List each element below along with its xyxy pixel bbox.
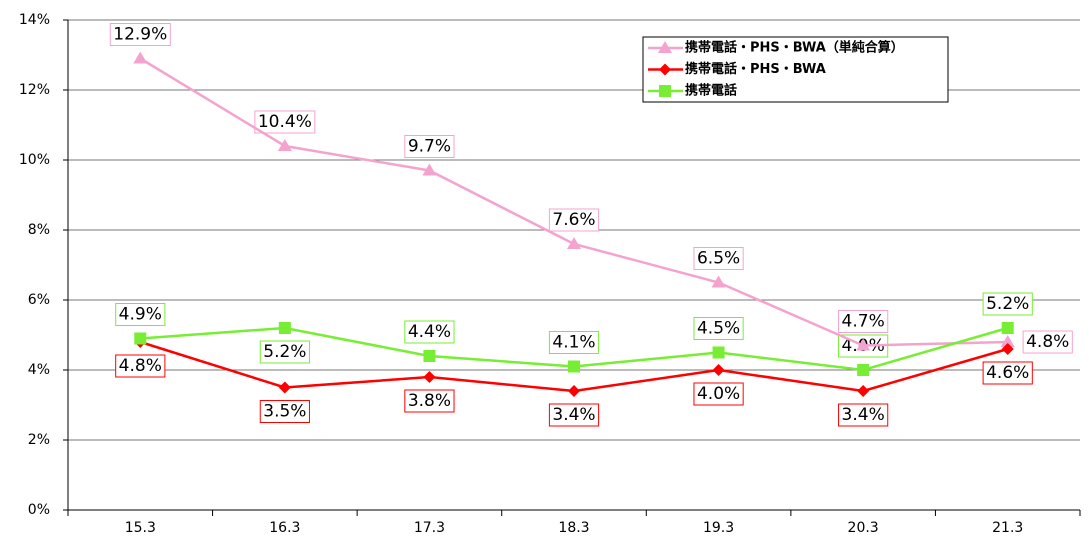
data-label-box [693, 247, 744, 270]
data-label: 12.9% [113, 25, 167, 45]
data-label: 6.5% [697, 249, 740, 269]
data-label-box [548, 331, 600, 354]
data-label: 4.6% [986, 363, 1029, 383]
legend-label: 携帯電話・PHS・BWA（単純合算） [685, 40, 904, 56]
data-label: 4.1% [552, 333, 595, 353]
x-tick-label: 19.3 [703, 520, 734, 536]
marker [568, 360, 580, 373]
data-label-box [982, 361, 1033, 385]
data-label: 4.8% [119, 356, 162, 376]
x-tick-label: 18.3 [558, 520, 589, 536]
x-tick-label: 16.3 [269, 520, 300, 536]
y-tick-label: 12% [19, 82, 50, 98]
marker [712, 364, 725, 376]
data-label: 4.5% [697, 319, 740, 339]
y-tick-label: 10% [19, 152, 50, 168]
marker [659, 63, 671, 76]
x-tick-label: 20.3 [848, 520, 879, 536]
data-label-box [693, 382, 744, 406]
marker [1001, 322, 1014, 334]
marker [857, 364, 870, 376]
marker [423, 371, 436, 383]
marker [857, 385, 870, 397]
data-label: 5.2% [263, 342, 306, 362]
marker [423, 350, 436, 362]
y-tick-label: 4% [28, 362, 50, 378]
data-labels: 12.9% 10.4% 9.7% 7.6% 6.5% 4.7% 4.8% 4.8% 3.5% 3.… [109, 23, 1073, 427]
data-label-box [254, 110, 316, 134]
data-label: 4.4% [408, 322, 451, 342]
marker [658, 41, 672, 53]
data-label-box [548, 403, 600, 427]
marker [277, 139, 292, 151]
data-label-box [838, 403, 889, 427]
data-label: 3.4% [842, 405, 885, 425]
data-label-box [1022, 330, 1073, 354]
data-label: 4.9% [119, 305, 162, 325]
data-label: 7.6% [552, 210, 595, 230]
marker [278, 322, 291, 334]
data-label-box [115, 303, 166, 326]
data-label: 10.4% [258, 112, 312, 132]
x-tick-label: 15.3 [125, 520, 156, 536]
data-label: 3.8% [408, 391, 451, 411]
y-tick-label: 14% [19, 12, 50, 28]
data-label: 4.8% [1026, 332, 1069, 352]
marker [856, 338, 871, 351]
y-tick-label: 2% [28, 432, 50, 448]
marker [134, 332, 147, 345]
legend-box [642, 36, 949, 103]
data-label-box [693, 317, 744, 340]
series [133, 51, 1015, 351]
legend-label: 携帯電話・PHS・BWA [685, 61, 826, 77]
x-tick-label: 21.3 [992, 520, 1023, 536]
marker [568, 385, 580, 397]
x-tick-label: 17.3 [414, 520, 445, 536]
data-label: 4.0% [697, 384, 740, 404]
marker [278, 381, 291, 394]
data-label: 3.5% [263, 402, 306, 422]
data-label-box [404, 389, 455, 413]
data-label: 4.7% [842, 312, 885, 332]
data-label: 9.7% [408, 137, 451, 157]
y-tick-label: 6% [28, 292, 50, 308]
data-label-box [109, 23, 171, 46]
data-label-box [982, 292, 1033, 316]
data-label-box [259, 400, 310, 423]
marker [1001, 343, 1014, 355]
data-label-box [404, 135, 455, 158]
marker [659, 85, 671, 97]
marker [422, 163, 437, 176]
marker [567, 237, 581, 249]
data-label-box [838, 310, 889, 333]
data-label-box [115, 354, 166, 378]
data-label-box [259, 340, 310, 364]
data-label: 3.4% [552, 405, 595, 425]
marker [711, 275, 726, 288]
marker [712, 346, 725, 359]
data-label-box [404, 320, 455, 344]
y-tick-label: 0% [28, 502, 50, 518]
legend: 携帯電話・PHS・BWA（単純合算） 携帯電話・PHS・BWA 携帯電話 [642, 36, 949, 103]
data-label-box [548, 208, 600, 232]
legend-label: 携帯電話 [685, 83, 737, 99]
series [134, 322, 1014, 376]
data-label: 5.2% [986, 294, 1029, 314]
marker [1000, 335, 1015, 347]
y-tick-label: 8% [28, 222, 50, 238]
marker [133, 51, 148, 64]
